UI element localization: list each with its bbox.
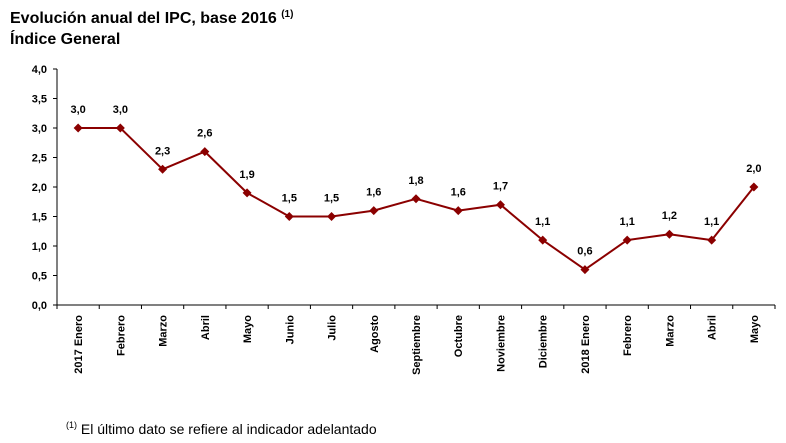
x-tick-label: Marzo <box>664 315 676 347</box>
y-tick-label: 3,5 <box>32 94 47 106</box>
data-point <box>495 200 505 210</box>
x-tick-label: Octubre <box>453 315 465 357</box>
data-label: 1,6 <box>366 187 381 199</box>
data-point <box>411 194 421 204</box>
data-label: 3,0 <box>113 104 128 116</box>
x-tick-label: Mayo <box>749 315 761 343</box>
data-point <box>749 182 759 192</box>
x-tick-label: Septiembre <box>411 315 423 375</box>
x-tick-label: 2017 Enero <box>73 315 85 374</box>
footnote-text: El último dato se refiere al indicador a… <box>80 421 377 437</box>
y-tick-label: 3,0 <box>32 123 47 135</box>
x-tick-label: Marzo <box>158 315 170 347</box>
y-tick-label: 2,0 <box>32 182 47 194</box>
y-tick-label: 4,0 <box>32 64 47 76</box>
data-label: 1,1 <box>704 216 719 228</box>
data-point <box>242 188 252 198</box>
data-label: 2,0 <box>746 163 761 175</box>
data-point <box>622 235 632 245</box>
data-label: 1,2 <box>662 210 677 222</box>
data-point <box>200 147 210 157</box>
chart-title-note: (1) <box>281 9 294 20</box>
y-tick-label: 0,5 <box>32 271 47 283</box>
x-tick-label: 2018 Enero <box>580 315 592 374</box>
chart-title-line: Evolución anual del IPC, base 2016 (1) <box>10 4 293 29</box>
title-block: Evolución anual del IPC, base 2016 (1) Í… <box>10 4 293 50</box>
x-tick-label: Febrero <box>622 315 634 356</box>
chart-subtitle: Índice General <box>10 31 121 48</box>
data-point <box>327 212 337 221</box>
data-label: 1,1 <box>535 216 550 228</box>
data-point <box>580 265 590 275</box>
data-point <box>453 206 463 216</box>
data-label: 1,5 <box>282 193 297 205</box>
data-point <box>707 235 717 245</box>
x-tick-label: Noviembre <box>495 315 507 372</box>
data-point <box>73 123 83 133</box>
x-tick-label: Agosto <box>369 315 381 353</box>
data-point <box>369 206 379 216</box>
data-label: 3,0 <box>70 104 85 116</box>
x-tick-label: Diciembre <box>538 315 550 368</box>
x-tick-label: Julio <box>327 315 339 341</box>
data-label: 2,6 <box>197 128 212 140</box>
data-point <box>664 229 674 239</box>
x-tick-label: Junio <box>284 315 296 345</box>
y-tick-label: 1,0 <box>32 241 47 253</box>
y-tick-label: 1,5 <box>32 212 47 224</box>
line-chart: 0,0 0,5 1,0 1,5 2,0 2,5 3,0 3,5 4,0 2017 Enero Feb… <box>32 64 776 375</box>
data-point <box>538 235 548 245</box>
data-label: 1,6 <box>451 187 466 199</box>
data-label: 1,5 <box>324 193 339 205</box>
data-point <box>158 164 168 174</box>
y-tick-label: 2,5 <box>32 153 47 165</box>
chart-title: Evolución anual del IPC, base 2016 <box>10 10 277 27</box>
data-label: 1,7 <box>493 181 508 193</box>
footnote: (1) El último dato se refiere al indicad… <box>66 420 377 437</box>
x-tick-label: Abril <box>200 315 212 340</box>
data-point <box>284 212 294 221</box>
x-tick-label: Febrero <box>115 315 127 356</box>
y-tick-label: 0,0 <box>32 300 47 312</box>
footnote-mark: (1) <box>66 420 77 430</box>
data-label: 1,8 <box>408 175 423 187</box>
data-label: 2,3 <box>155 145 170 157</box>
data-label: 1,9 <box>239 169 254 181</box>
data-point <box>115 123 125 133</box>
x-tick-label: Abril <box>707 315 719 340</box>
data-label: 1,1 <box>620 216 635 228</box>
data-label: 0,6 <box>577 246 592 258</box>
x-tick-label: Mayo <box>242 315 254 343</box>
